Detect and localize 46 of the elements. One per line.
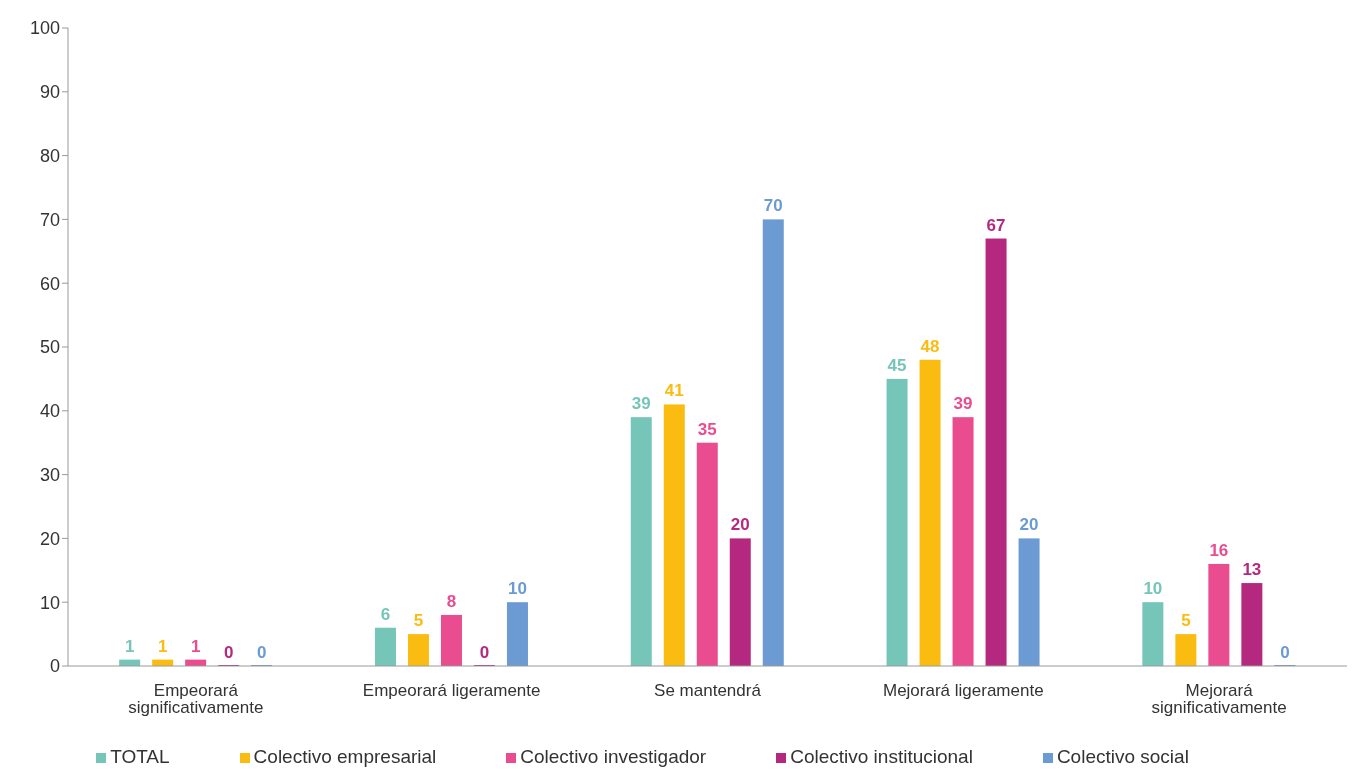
x-tick-label: Mejorará ligeramente [882,681,1044,701]
data-label: 1 [124,636,135,656]
data-label: 20 [1019,515,1039,535]
data-label: 10 [508,579,527,599]
data-label: 70 [763,196,783,216]
data-label: 35 [697,419,717,439]
data-label: 5 [413,611,424,631]
data-label: 5 [1181,611,1191,631]
y-tick-label: 100 [29,18,60,39]
y-tick-label: 60 [39,273,60,294]
y-tick-label: 40 [39,401,60,422]
y-tick-label: 80 [39,145,60,166]
y-tick-label: 70 [39,209,60,230]
data-label: 41 [664,381,684,401]
x-tick-label: Mejorará significativamente [1151,681,1287,718]
data-label: 13 [1242,560,1262,580]
data-label: 0 [479,643,490,662]
data-label: 39 [953,394,973,414]
data-label: 1 [157,636,168,656]
y-tick-label: 50 [39,337,60,358]
legend-label: Colectivo investigador [520,746,707,767]
data-label: 8 [446,591,457,611]
y-tick-label: 30 [39,464,60,485]
legend-label: Colectivo empresarial [253,746,437,767]
x-tick-label: Empeorará significativamente [128,681,264,718]
data-label: 6 [380,604,391,624]
data-label: 16 [1209,540,1229,560]
legend-label: TOTAL [110,746,170,767]
x-tick-label: Empeorará ligeramente [362,681,541,701]
data-label: 10 [1143,579,1163,599]
data-label: 0 [1280,643,1290,662]
legend-label: Colectivo social [1056,746,1189,767]
data-label: 1 [190,636,201,656]
data-label: 20 [730,515,750,535]
data-label: 0 [256,643,267,662]
y-tick-label: 10 [39,592,60,613]
x-tick-label: Se mantendrá [654,681,762,701]
data-label: 67 [986,215,1006,235]
y-tick-label: 20 [39,528,60,549]
data-label: 0 [223,643,234,662]
data-label: 39 [631,394,651,414]
y-tick-label: 90 [39,82,60,103]
data-label: 45 [887,355,907,375]
legend-label: Colectivo institucional [790,746,973,767]
data-label: 48 [920,336,940,356]
y-tick-label: 0 [49,656,60,677]
